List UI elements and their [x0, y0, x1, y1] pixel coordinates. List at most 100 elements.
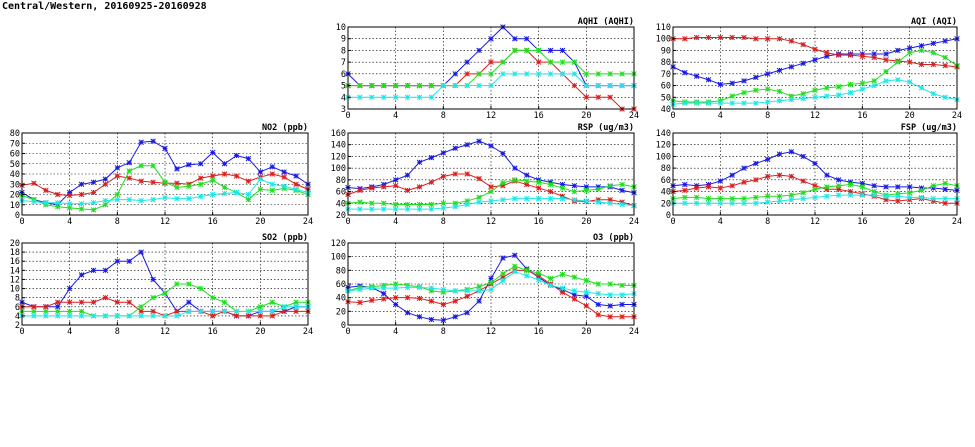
data-point-blue — [102, 267, 109, 274]
data-point-green — [717, 195, 724, 202]
data-point-cyan — [595, 82, 602, 89]
data-point-blue — [942, 38, 948, 44]
y-tick-label: 7 — [341, 58, 346, 68]
data-point-cyan — [416, 284, 423, 291]
y-tick-label: 18 — [10, 248, 20, 258]
x-tick-label: 20 — [581, 217, 591, 227]
data-point-green — [369, 200, 375, 207]
data-point-green — [693, 194, 700, 201]
x-tick-label: 0 — [345, 111, 350, 121]
x-tick-label: 8 — [115, 327, 120, 337]
data-point-blue — [464, 309, 470, 316]
data-point-cyan — [209, 308, 216, 315]
data-point-cyan — [859, 86, 866, 92]
data-point-red — [488, 184, 494, 190]
data-point-cyan — [66, 313, 73, 319]
data-point-green — [500, 180, 506, 186]
data-point-cyan — [464, 82, 470, 89]
data-point-cyan — [197, 193, 204, 200]
data-point-cyan — [500, 277, 506, 284]
y-tick-label: 100 — [656, 35, 671, 45]
data-point-blue — [66, 285, 73, 292]
x-tick-label: 20 — [581, 327, 591, 337]
data-point-red — [571, 296, 578, 302]
y-tick-label: 120 — [656, 141, 671, 151]
data-point-cyan — [428, 285, 435, 291]
data-point-cyan — [78, 200, 85, 207]
data-point-cyan — [174, 313, 180, 319]
data-point-cyan — [607, 82, 613, 89]
data-point-cyan — [357, 206, 363, 212]
data-point-red — [380, 296, 387, 302]
data-point-green — [102, 201, 109, 208]
data-point-red — [90, 299, 97, 305]
data-point-green — [416, 201, 423, 208]
x-tick-label: 12 — [810, 111, 820, 121]
data-point-red — [174, 308, 180, 315]
y-tick-label: 80 — [10, 129, 20, 139]
x-tick-label: 0 — [670, 217, 675, 227]
data-point-red — [114, 299, 121, 305]
data-point-green — [197, 285, 204, 292]
data-point-blue — [693, 73, 700, 79]
data-point-cyan — [741, 100, 747, 106]
y-tick-label: 140 — [331, 141, 346, 151]
data-point-blue — [753, 160, 759, 167]
data-point-green — [293, 299, 299, 305]
data-point-green — [369, 82, 375, 89]
data-point-cyan — [43, 199, 49, 206]
data-point-cyan — [452, 288, 459, 294]
data-point-blue — [245, 155, 252, 162]
data-point-blue — [78, 272, 85, 278]
data-point-red — [682, 187, 688, 194]
data-point-cyan — [571, 197, 578, 203]
data-point-blue — [705, 76, 712, 83]
data-point-blue — [126, 159, 133, 166]
data-point-cyan — [918, 194, 925, 201]
data-point-blue — [452, 145, 459, 151]
data-point-cyan — [488, 286, 494, 293]
data-point-cyan — [162, 313, 168, 319]
data-point-cyan — [357, 94, 363, 101]
data-point-blue — [428, 316, 435, 323]
data-point-cyan — [369, 206, 375, 212]
data-point-red — [416, 295, 423, 302]
data-point-green — [835, 182, 842, 189]
x-tick-label: 20 — [905, 111, 915, 121]
data-point-blue — [464, 59, 470, 65]
data-point-cyan — [776, 198, 783, 204]
data-point-red — [800, 178, 806, 184]
data-point-green — [607, 281, 613, 287]
data-point-cyan — [788, 96, 795, 103]
data-point-red — [428, 298, 435, 304]
data-point-cyan — [293, 186, 299, 193]
data-point-green — [126, 168, 133, 174]
y-tick-label: 12 — [10, 275, 20, 285]
data-point-blue — [150, 276, 156, 283]
data-point-red — [209, 173, 216, 179]
data-point-green — [404, 82, 411, 89]
data-point-cyan — [293, 304, 299, 310]
data-point-red — [174, 180, 180, 186]
data-point-blue — [150, 138, 156, 144]
data-point-green — [476, 71, 482, 77]
data-point-green — [583, 277, 590, 284]
data-point-blue — [788, 148, 795, 155]
data-point-cyan — [753, 100, 759, 106]
data-point-red — [812, 182, 818, 189]
data-point-red — [619, 314, 625, 320]
data-point-red — [281, 308, 287, 315]
data-point-red — [221, 171, 228, 177]
data-point-cyan — [102, 197, 109, 204]
data-point-red — [464, 171, 470, 177]
data-point-blue — [871, 182, 877, 189]
y-tick-label: 80 — [661, 58, 671, 68]
data-point-red — [717, 185, 724, 191]
data-point-cyan — [43, 313, 49, 319]
data-point-blue — [800, 153, 806, 160]
data-point-cyan — [871, 192, 877, 198]
x-tick-label: 4 — [718, 217, 723, 227]
